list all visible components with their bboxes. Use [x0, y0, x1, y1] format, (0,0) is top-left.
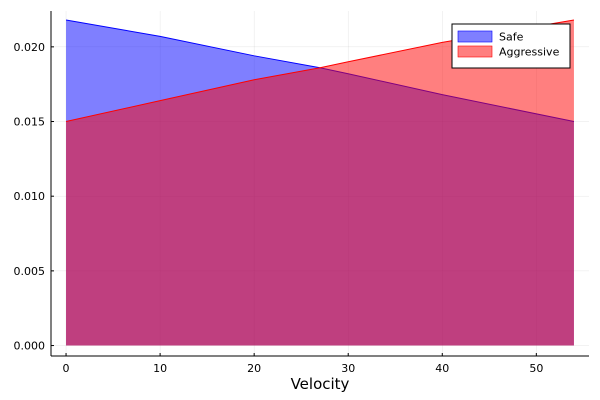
- legend-label-safe: Safe: [499, 31, 524, 44]
- legend-swatch-aggressive: [457, 45, 493, 58]
- x-tick-label: 50: [529, 362, 543, 375]
- legend-swatch-safe: [457, 30, 493, 43]
- y-tick-label: 0.015: [14, 116, 46, 129]
- plot-areas: [65, 19, 575, 346]
- x-tick-label: 10: [153, 362, 167, 375]
- legend-label-aggressive: Aggressive: [499, 46, 560, 59]
- y-tick-label: 0.010: [14, 190, 46, 203]
- y-tick-label: 0.000: [14, 340, 46, 353]
- x-tick-label: 30: [341, 362, 355, 375]
- area-aggressive: [66, 19, 574, 346]
- line-aggressive: [65, 19, 575, 123]
- x-tick-label: 20: [247, 362, 261, 375]
- ticks: 0 10 20 30 40 50 0.000 0.005 0.010 0.015 0.020: [14, 41, 544, 375]
- x-axis-title: Velocity: [291, 375, 350, 393]
- legend: Safe Aggressive: [451, 23, 571, 69]
- y-tick-label: 0.005: [14, 265, 46, 278]
- axes: [50, 11, 589, 357]
- y-tick-label: 0.020: [14, 41, 46, 54]
- x-tick-label: 0: [63, 362, 70, 375]
- x-tick-label: 40: [435, 362, 449, 375]
